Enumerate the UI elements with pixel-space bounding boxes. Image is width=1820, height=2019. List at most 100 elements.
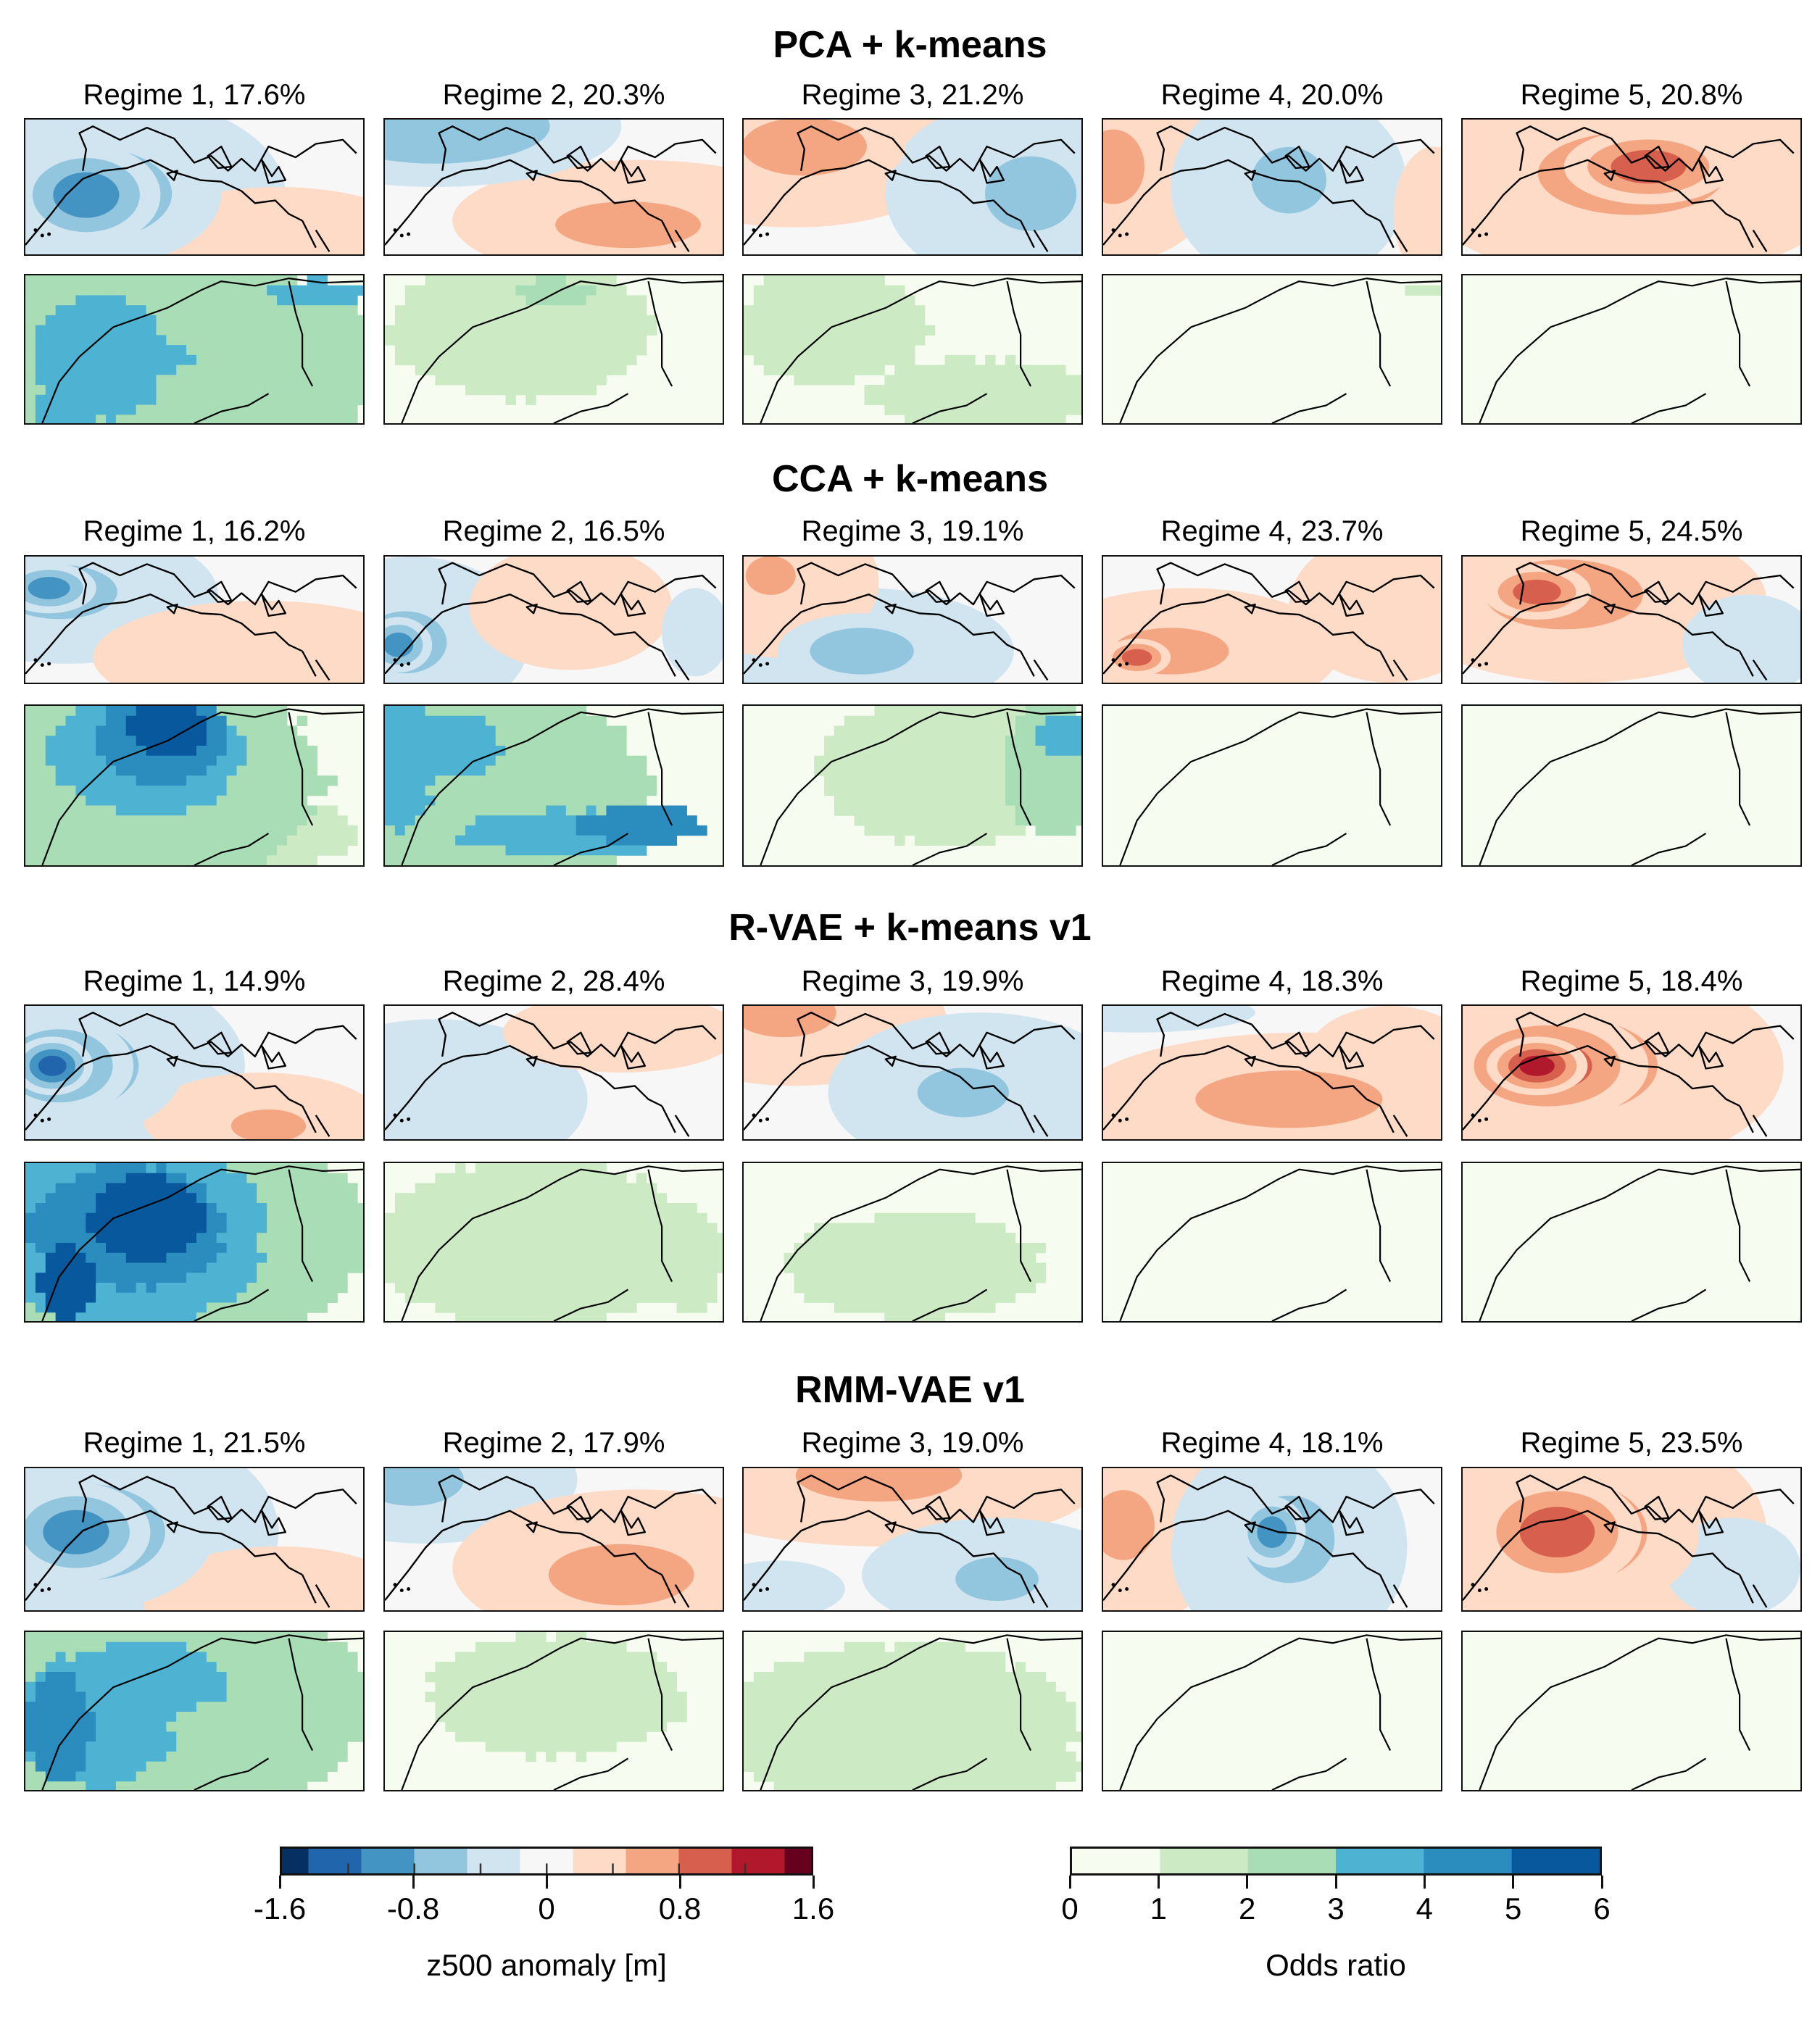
odds-cell <box>96 375 107 386</box>
z500-anomaly-contour <box>43 1510 109 1554</box>
odds-cell <box>25 394 36 405</box>
odds-cell <box>196 275 207 286</box>
odds-cell <box>75 394 86 405</box>
odds-cell <box>25 385 36 396</box>
odds-cell <box>246 725 257 736</box>
odds-cell <box>236 1242 247 1254</box>
odds-cell <box>125 1262 137 1273</box>
odds-cell <box>35 1212 46 1223</box>
odds-cell <box>834 775 845 786</box>
odds-cell <box>125 1302 137 1313</box>
odds-cell <box>106 305 117 316</box>
odds-cell <box>45 385 57 396</box>
odds-cell <box>216 385 228 396</box>
odds-cell <box>894 1302 905 1313</box>
odds-cell <box>115 1662 127 1673</box>
odds-cell <box>176 404 187 415</box>
odds-cell <box>246 1163 257 1174</box>
odds-cell <box>415 736 426 746</box>
odds-cell <box>236 706 247 717</box>
odds-cell <box>763 1731 775 1742</box>
odds-cell <box>75 1681 86 1692</box>
odds-cell <box>75 736 86 746</box>
coastline <box>1725 712 1751 826</box>
coastline <box>1020 1105 1049 1137</box>
odds-cell <box>86 1173 96 1183</box>
odds-cell <box>475 385 486 396</box>
odds-cell <box>307 1212 318 1223</box>
island <box>752 1583 756 1587</box>
odds-cell <box>425 1223 436 1233</box>
odds-cell <box>286 1751 298 1762</box>
odds-cell <box>307 1262 318 1273</box>
odds-cell <box>75 765 86 776</box>
coastline <box>620 594 647 617</box>
odds-cell <box>814 1273 825 1283</box>
odds-cell <box>874 1212 885 1223</box>
odds-cell <box>115 325 127 336</box>
coastline <box>1479 1165 1800 1321</box>
odds-cell <box>86 404 96 415</box>
odds-cell <box>485 706 496 717</box>
odds-cell <box>1025 795 1036 806</box>
odds-cell <box>35 345 46 356</box>
odds-cell <box>475 1262 486 1273</box>
odds-cell <box>115 385 127 396</box>
odds-cell <box>106 1193 117 1204</box>
odds-cell <box>206 795 217 806</box>
odds-cell <box>415 755 426 766</box>
odds-cell <box>636 1282 647 1294</box>
odds-cell <box>146 1163 157 1174</box>
odds-cell <box>505 815 516 826</box>
odds-cell <box>86 755 96 766</box>
odds-cell <box>636 1242 647 1254</box>
odds-cell <box>485 1223 496 1233</box>
odds-cell <box>505 285 516 296</box>
odds-cell <box>96 1233 107 1244</box>
odds-cell <box>555 1681 567 1692</box>
odds-cell <box>485 715 496 726</box>
odds-cell <box>465 1202 476 1214</box>
odds-cell <box>277 1761 288 1772</box>
odds-cell <box>495 1711 507 1723</box>
odds-cell <box>894 805 905 816</box>
odds-cell <box>773 285 785 296</box>
odds-cell <box>686 1273 697 1283</box>
odds-cell <box>834 1702 845 1712</box>
odds-cell <box>1055 404 1066 415</box>
odds-cell <box>176 1711 187 1723</box>
odds-cell <box>206 1242 217 1254</box>
odds-cell <box>106 1292 117 1303</box>
odds-cell <box>874 1671 885 1683</box>
odds-cell <box>347 1662 358 1673</box>
odds-cell <box>773 1771 785 1782</box>
odds-cell <box>744 1751 755 1762</box>
odds-cell <box>606 1233 617 1244</box>
odds-cell <box>794 1702 805 1712</box>
odds-cell <box>106 385 117 396</box>
odds-cell <box>415 725 426 736</box>
odds-cell <box>874 706 885 717</box>
odds-cell <box>636 1193 647 1204</box>
odds-cell <box>385 715 396 726</box>
odds-cell <box>606 315 617 326</box>
odds-cell <box>914 404 926 415</box>
odds-cell <box>96 746 107 757</box>
odds-cell <box>246 305 257 316</box>
odds-cell <box>505 1691 516 1702</box>
odds-cell <box>834 1233 845 1244</box>
odds-cell <box>146 1193 157 1204</box>
odds-cell <box>844 725 855 736</box>
odds-cell <box>575 1312 587 1321</box>
odds-cell <box>267 715 278 726</box>
odds-cell <box>226 1242 237 1254</box>
odds-cell <box>1045 715 1056 726</box>
odds-cell <box>186 375 197 386</box>
odds-cell <box>166 385 177 396</box>
odds-cell <box>884 1741 895 1752</box>
odds-cell <box>216 765 228 776</box>
odds-cell <box>236 1282 247 1294</box>
odds-cell <box>337 1183 348 1194</box>
odds-cell <box>814 1262 825 1273</box>
odds-cell <box>246 1691 257 1702</box>
